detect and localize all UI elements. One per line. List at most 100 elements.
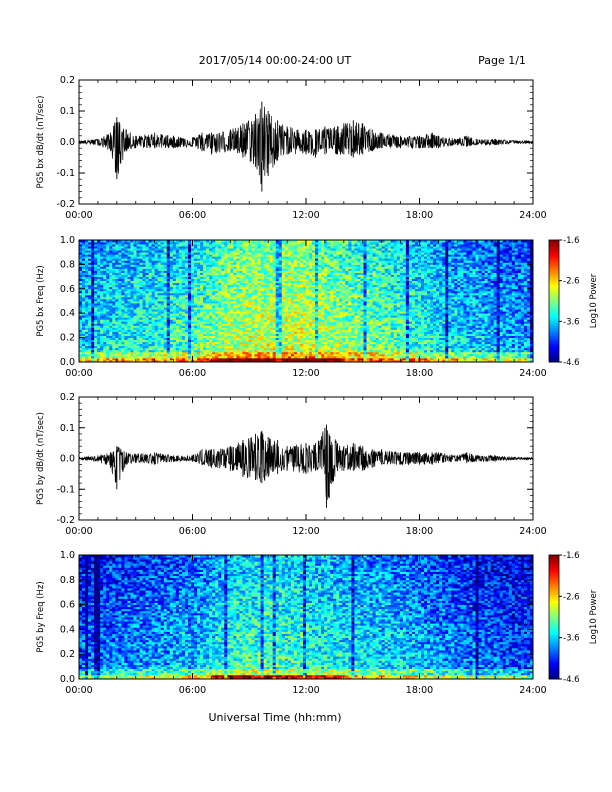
spectrogram-cell [218, 345, 222, 349]
spectrogram-cell [272, 341, 277, 345]
spectrogram-cell [121, 278, 125, 282]
spectrogram-cell [121, 303, 125, 306]
spectrogram-cell [302, 254, 307, 257]
spectrogram-cell [263, 359, 268, 363]
spectrogram-cell [233, 276, 237, 280]
spectrogram-cell [139, 274, 143, 277]
spectrogram-cell [224, 323, 228, 326]
spectrogram-cell [278, 274, 283, 277]
spectrogram-cell [130, 294, 134, 298]
spectrogram-cell [112, 343, 116, 347]
spectrogram-cell [82, 321, 86, 324]
spectrogram-cell [251, 305, 255, 308]
spectrogram-cell [121, 260, 125, 263]
spectrogram-cell [299, 301, 304, 304]
spectrogram-cell [239, 252, 243, 255]
spectrogram-cell [100, 276, 104, 280]
spectrogram-cell [166, 321, 171, 324]
spectrogram-cell [106, 341, 110, 345]
spectrogram-cell [194, 268, 198, 271]
spectrogram-cell [236, 317, 240, 320]
spectrogram-cell [230, 309, 234, 312]
spectrogram-cell [145, 349, 150, 353]
spectrogram-cell [181, 329, 186, 332]
spectrogram-cell [109, 286, 113, 290]
spectrogram-cell [79, 246, 83, 249]
spectrogram-cell [118, 270, 122, 273]
spectrogram-cell [224, 242, 228, 245]
spectrogram-cell [181, 311, 186, 314]
spectrogram-cell [103, 292, 107, 296]
spectrogram-cell [79, 347, 83, 351]
spectrogram-cell [236, 337, 240, 341]
spectrogram-cell [88, 359, 92, 363]
spectrogram-cell [248, 264, 252, 267]
spectrogram-cell [97, 262, 101, 265]
spectrogram-cell [293, 359, 298, 363]
spectrogram-cell [109, 323, 113, 326]
spectrogram-cell [184, 313, 189, 316]
spectrogram-cell [254, 315, 258, 318]
spectrogram-cell [200, 349, 204, 353]
spectrogram-cell [200, 282, 204, 286]
spectrogram-cell [145, 274, 150, 277]
spectrogram-cell [230, 305, 234, 308]
spectrogram-cell [154, 313, 159, 316]
spectrogram-cell [197, 343, 201, 347]
spectrogram-cell [160, 309, 165, 312]
spectrogram-cell [148, 262, 153, 265]
spectrogram-cell [299, 274, 304, 277]
spectrogram-cell [248, 359, 252, 363]
spectrogram-cell [227, 260, 231, 263]
spectrogram-cell [160, 240, 165, 243]
spectrogram-cell [100, 254, 104, 257]
spectrogram-cell [290, 301, 295, 304]
spectrogram-cell [269, 272, 274, 275]
spectrogram-cell [124, 317, 128, 320]
spectrogram-cell [215, 359, 219, 363]
spectrogram-cell [175, 329, 180, 332]
spectrogram-cell [254, 335, 258, 338]
spectrogram-cell [287, 327, 292, 330]
spectrogram-cell [197, 296, 201, 300]
spectrogram-cell [181, 278, 186, 282]
spectrogram-cell [103, 325, 107, 328]
spectrogram-cell [239, 313, 243, 316]
spectrogram-cell [269, 301, 274, 304]
spectrogram-cell [142, 353, 146, 357]
spectrogram-cell [106, 272, 110, 275]
spectrogram-cell [139, 321, 143, 324]
spectrogram-cell [184, 286, 189, 290]
spectrogram-cell [85, 284, 89, 288]
spectrogram-cell [190, 307, 195, 310]
spectrogram-cell [221, 256, 225, 259]
spectrogram-cell [254, 260, 258, 263]
spectrogram-cell [233, 294, 237, 298]
spectrogram-cell [197, 240, 201, 243]
spectrogram-cell [245, 240, 249, 243]
spectrogram-cell [269, 256, 274, 259]
spectrogram-cell [85, 355, 89, 359]
spectrogram-cell [178, 260, 183, 263]
spectrogram-cell [306, 309, 310, 312]
spectrogram-cell [200, 244, 204, 247]
spectrogram-cell [215, 240, 219, 243]
spectrogram-cell [287, 240, 292, 243]
spectrogram-cell [306, 305, 310, 308]
spectrogram-cell [127, 341, 131, 345]
spectrogram-cell [281, 260, 286, 263]
spectrogram-cell [272, 313, 277, 316]
spectrogram-cell [136, 250, 140, 253]
spectrogram-cell [218, 270, 222, 273]
spectrogram-cell [79, 349, 83, 353]
spectrogram-cell [136, 301, 140, 304]
spectrogram-cell [136, 284, 140, 288]
spectrogram-cell [94, 331, 98, 334]
spectrogram-cell [178, 242, 183, 245]
spectrogram-cell [148, 280, 153, 284]
spectrogram-cell [82, 262, 86, 265]
spectrogram-cell [187, 359, 192, 363]
spectrogram-cell [287, 339, 292, 343]
spectrogram-cell [109, 337, 113, 341]
